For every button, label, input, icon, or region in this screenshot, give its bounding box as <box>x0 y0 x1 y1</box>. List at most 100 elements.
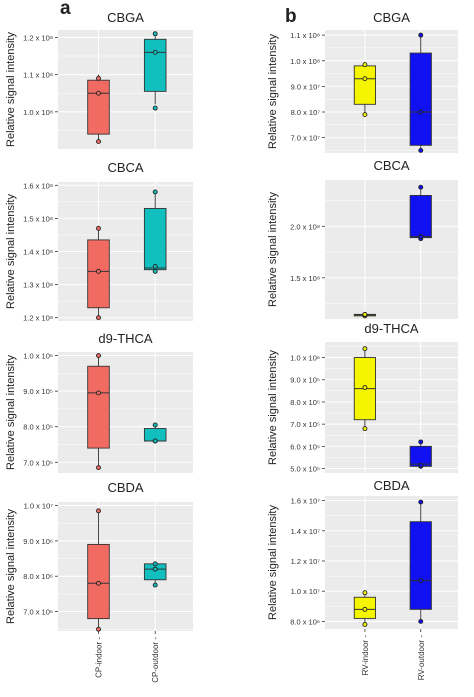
data-point <box>96 268 101 274</box>
y-tick-label: 1.6 x 10⁷ <box>291 497 321 506</box>
plot-background <box>325 496 458 629</box>
box-cp-outdoor <box>143 422 167 444</box>
iqr-box <box>353 65 376 105</box>
data-point <box>152 268 158 274</box>
y-tick-label: 7.0 x 10⁷ <box>291 134 321 143</box>
y-tick-label: 8.0 x 10⁶ <box>23 572 53 581</box>
data-point <box>96 626 101 632</box>
data-point <box>418 499 424 505</box>
data-point <box>96 75 101 81</box>
box-plot-b-cbga: 7.0 x 10⁷ 8.0 x 10⁷ 9.0 x 10⁷ 1.0 x 10⁸ 1.1 … <box>267 10 458 153</box>
box-cp-outdoor <box>143 561 167 588</box>
plot-background <box>325 342 458 473</box>
data-point <box>152 189 158 195</box>
y-tick-label: 9.0 x 10⁵ <box>290 376 320 385</box>
data-point <box>96 508 101 514</box>
data-point <box>152 49 158 55</box>
plot-title: d9-THCA <box>98 331 153 346</box>
iqr-box <box>87 239 110 309</box>
y-tick-label: 1.3 x 10⁸ <box>23 281 53 290</box>
y-tick-label: 1.1 x 10⁸ <box>290 31 320 40</box>
data-point <box>418 147 424 153</box>
y-tick-label: 1.0 x 10⁶ <box>290 354 320 363</box>
data-point <box>362 606 368 612</box>
iqr-box <box>143 208 167 271</box>
data-point <box>362 622 368 627</box>
data-point <box>418 578 424 584</box>
box-rv-outdoor <box>409 184 432 242</box>
data-point <box>362 426 368 432</box>
data-point <box>362 112 368 118</box>
x-tick-label: RV-indoor - <box>361 635 370 676</box>
data-point <box>96 315 101 321</box>
box-plot-a-cbda: 7.0 x 10⁶ 8.0 x 10⁶ 9.0 x 10⁶ 1.0 x 10⁷ CBDA… <box>5 480 193 683</box>
data-point <box>152 31 158 37</box>
box-cp-indoor <box>87 225 110 321</box>
x-tick-label: CP-outdoor - <box>151 637 160 683</box>
y-tick-label: 2.0 x 10⁸ <box>290 222 320 231</box>
plot-background <box>58 352 193 473</box>
plot-title: CBGA <box>107 10 144 25</box>
data-point <box>418 618 424 624</box>
y-tick-label: 1.0 x 10⁶ <box>23 352 53 361</box>
plot-title: CBDA <box>373 478 409 493</box>
plot-background <box>325 180 458 319</box>
panel-letter-b: b <box>285 6 297 27</box>
panel-letter-a: a <box>60 0 71 19</box>
data-point <box>96 90 101 96</box>
plot-background <box>58 502 193 631</box>
box-cp-outdoor <box>143 189 167 274</box>
data-point <box>418 109 424 115</box>
box-cp-outdoor <box>143 31 167 111</box>
y-tick-label: 1.0 x 10⁷ <box>291 587 321 596</box>
y-tick-label: 7.0 x 10⁵ <box>290 420 320 429</box>
plot-title: CBCA <box>373 158 409 173</box>
y-tick-label: 9.0 x 10⁷ <box>291 82 321 91</box>
y-axis-label: Relative signal intensity <box>267 192 279 307</box>
x-tick-label: CP-indoor - <box>95 637 104 678</box>
data-point <box>96 225 101 231</box>
data-point <box>362 311 368 317</box>
data-point <box>96 465 101 471</box>
iqr-box <box>409 194 432 239</box>
plot-title: CBDA <box>107 480 143 495</box>
data-point <box>152 263 158 269</box>
y-axis-label: Relative signal intensity <box>267 350 279 465</box>
y-tick-label: 9.0 x 10⁵ <box>23 387 53 396</box>
y-tick-label: 1.0 x 10⁷ <box>24 502 54 511</box>
data-point <box>152 582 158 588</box>
y-tick-label: 8.0 x 10⁷ <box>291 108 321 117</box>
data-point <box>152 438 158 444</box>
y-tick-label: 1.0 x 10⁸ <box>290 57 320 66</box>
iqr-box <box>409 52 432 146</box>
y-tick-label: 5.0 x 10⁵ <box>290 465 320 474</box>
box-plot-a-d9-thca: 7.0 x 10⁵ 8.0 x 10⁵ 9.0 x 10⁵ 1.0 x 10⁶ d9-T… <box>5 331 193 473</box>
y-axis-label: Relative signal intensity <box>5 32 17 147</box>
box-rv-indoor <box>353 590 376 627</box>
data-point <box>152 561 158 567</box>
y-tick-label: 1.5 x 10⁸ <box>23 214 53 223</box>
y-axis-label: Relative signal intensity <box>267 505 279 620</box>
box-plot-b-d9-thca: 5.0 x 10⁵ 6.0 x 10⁵ 7.0 x 10⁵ 8.0 x 10⁵ 9.0 … <box>267 321 458 474</box>
iqr-box <box>87 79 110 135</box>
box-rv-outdoor <box>409 499 432 624</box>
box-rv-outdoor <box>409 32 432 153</box>
y-tick-label: 1.2 x 10⁸ <box>23 314 53 323</box>
y-tick-label: 7.0 x 10⁵ <box>23 458 53 467</box>
data-point <box>418 234 424 240</box>
plot-background <box>58 30 193 149</box>
data-point <box>418 462 424 468</box>
box-cp-indoor <box>87 508 110 632</box>
y-tick-label: 8.0 x 10⁵ <box>23 423 53 432</box>
data-point <box>152 566 158 572</box>
data-point <box>96 353 101 359</box>
box-plot-b-cbda: 8.0 x 10⁶ 1.0 x 10⁷ 1.2 x 10⁷ 1.4 x 10⁷ 1.6 … <box>267 478 458 680</box>
iqr-box <box>143 38 167 92</box>
data-point <box>96 580 101 586</box>
data-point <box>362 62 368 68</box>
box-plot-a-cbca: 1.2 x 10⁸ 1.3 x 10⁸ 1.4 x 10⁸ 1.5 x 10⁸ 1.6 … <box>5 160 193 323</box>
box-cp-indoor <box>87 74 110 145</box>
y-tick-label: 1.2 x 10⁸ <box>23 33 53 42</box>
box-plot-a-cbga: 1.0 x 10⁸ 1.1 x 10⁸ 1.2 x 10⁸ CBGA Relative … <box>5 10 193 149</box>
y-tick-label: 8.0 x 10⁶ <box>290 617 320 626</box>
